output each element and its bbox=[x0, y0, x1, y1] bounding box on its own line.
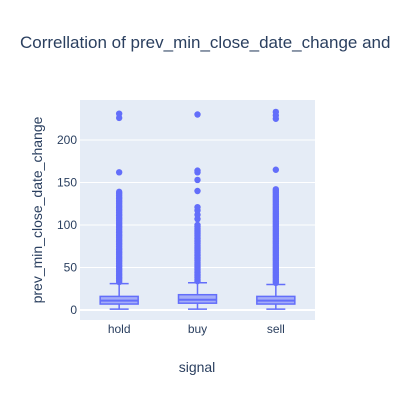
outlier-point bbox=[194, 111, 201, 118]
outlier-point bbox=[272, 108, 280, 116]
outlier-point bbox=[194, 203, 201, 211]
y-tick-label: 200 bbox=[57, 133, 77, 147]
outlier-point bbox=[115, 169, 123, 176]
box-series bbox=[99, 108, 296, 310]
outlier-point bbox=[194, 187, 201, 195]
y-axis-label: prev_min_close_date_change bbox=[29, 116, 45, 303]
outlier-point bbox=[272, 186, 280, 193]
box-sell bbox=[256, 108, 296, 310]
box-hold bbox=[99, 110, 139, 310]
y-tick-labels: 0 50 100 150 200 bbox=[57, 133, 77, 317]
chart-title: Correllation of prev_min_close_date_chan… bbox=[20, 33, 391, 52]
y-tick-label: 100 bbox=[57, 218, 77, 232]
x-tick-label: sell bbox=[267, 322, 285, 336]
x-axis-label: signal bbox=[179, 359, 216, 375]
y-tick-label: 0 bbox=[70, 303, 77, 317]
box-buy bbox=[177, 111, 218, 310]
outlier-point bbox=[194, 167, 201, 174]
outlier-point bbox=[272, 166, 280, 173]
x-tick-label: hold bbox=[108, 322, 131, 336]
outlier-point bbox=[194, 221, 201, 229]
outlier-point bbox=[115, 110, 123, 117]
y-tick-label: 50 bbox=[64, 261, 78, 275]
outlier-point bbox=[115, 188, 123, 196]
outlier-point bbox=[194, 176, 201, 184]
x-tick-labels: hold buy sell bbox=[108, 322, 285, 336]
x-tick-label: buy bbox=[188, 322, 207, 336]
y-tick-label: 150 bbox=[57, 176, 77, 190]
